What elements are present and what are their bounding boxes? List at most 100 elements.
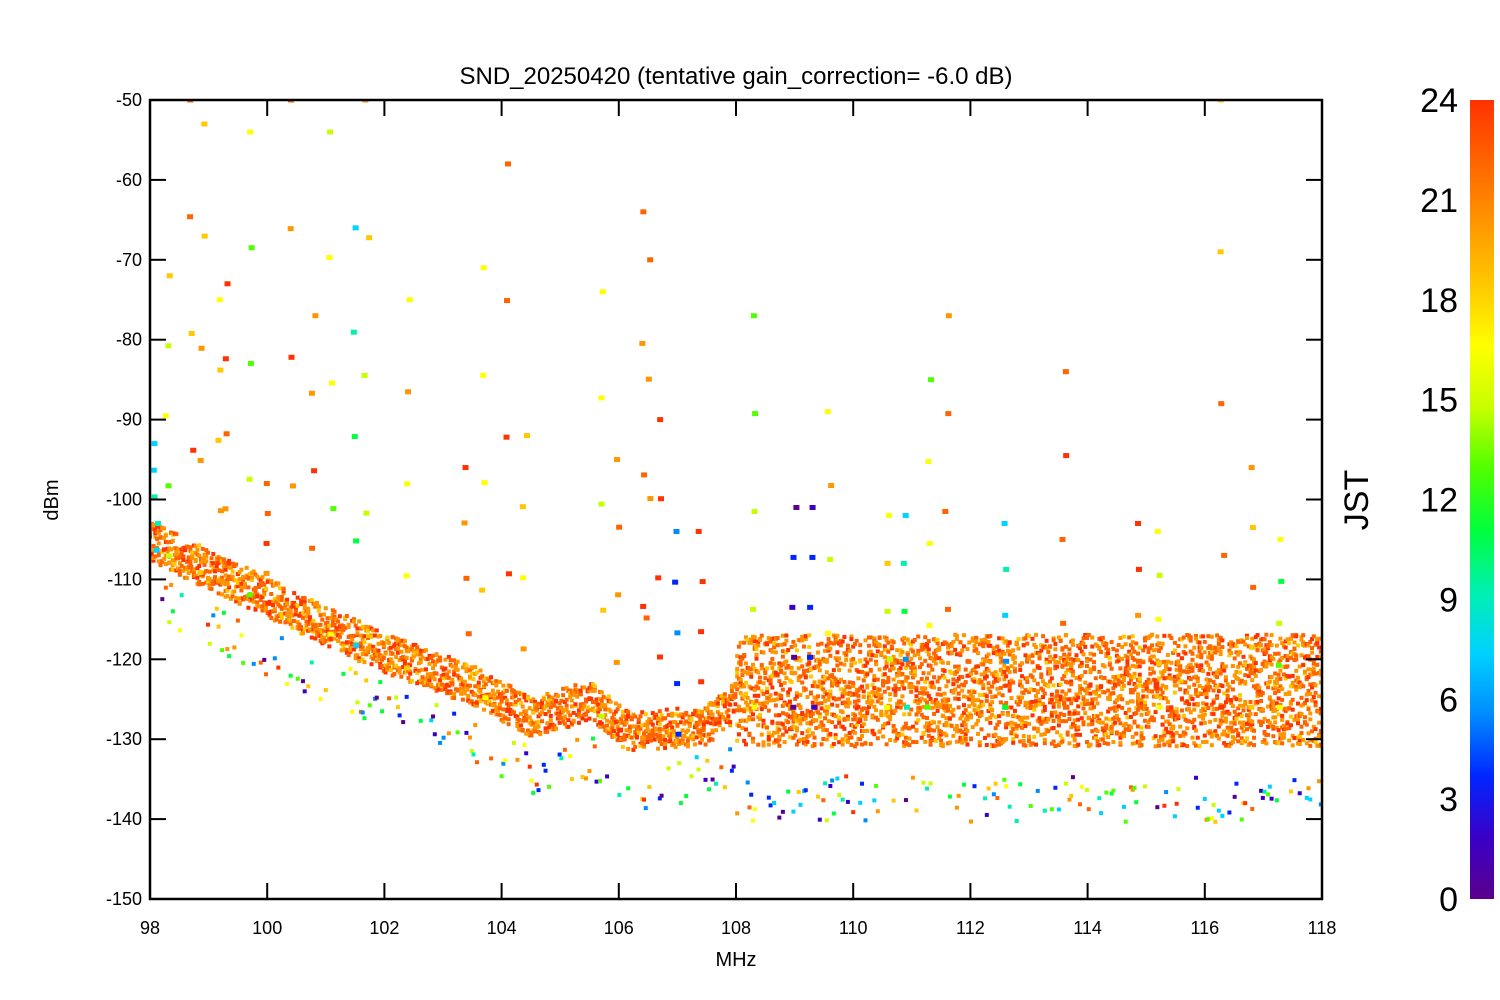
noise-floor-point [290,625,295,630]
noise-floor-point [724,710,729,715]
noise-floor-point [1109,640,1114,645]
noise-floor-point [787,687,792,692]
noise-floor-point [761,718,766,723]
noise-floor-point [176,552,181,557]
noise-floor-point [1046,684,1051,689]
noise-floor-point [650,733,655,738]
noise-floor-point [1318,802,1322,807]
peak-point [327,631,334,637]
noise-floor-point [831,668,836,673]
noise-floor-point [415,652,420,657]
noise-floor-point [729,768,734,773]
noise-floor-point [793,712,798,717]
noise-floor-point [1104,790,1109,795]
noise-floor-point [972,666,977,671]
noise-floor-point [1113,700,1118,705]
noise-floor-point [1039,648,1044,653]
peak-point [308,390,315,396]
noise-floor-point [1042,704,1047,709]
noise-floor-point [898,666,903,671]
noise-floor-point [979,712,984,717]
noise-floor-point [1290,673,1295,678]
noise-floor-point [954,724,959,729]
noise-floor-point [1227,744,1232,749]
noise-floor-point [582,704,587,709]
noise-floor-point [1206,671,1211,676]
noise-floor-point [954,669,959,674]
noise-floor-point [339,630,344,635]
noise-floor-point [234,599,239,604]
peak-point [465,631,472,637]
noise-floor-point [239,588,244,593]
noise-floor-point [1081,636,1086,641]
noise-floor-point [875,677,880,682]
noise-floor-point [1278,684,1283,689]
noise-floor-point [840,639,845,644]
noise-floor-point [281,591,286,596]
noise-floor-point [949,642,954,647]
noise-floor-point [1183,651,1188,656]
noise-floor-point [921,690,926,695]
noise-floor-point [652,737,657,742]
noise-floor-point [742,640,747,645]
noise-floor-point [1181,635,1186,640]
noise-floor-point [531,697,536,702]
noise-floor-point [847,668,852,673]
noise-floor-point [953,647,958,652]
noise-floor-point [383,651,388,656]
noise-floor-point [961,694,966,699]
noise-floor-point [1230,679,1235,684]
noise-floor-point [170,567,175,572]
noise-floor-point [842,679,847,684]
noise-floor-point [151,543,156,548]
noise-floor-point [844,733,849,738]
noise-floor-point [302,596,307,601]
noise-floor-point [801,644,806,649]
noise-floor-point [1171,732,1176,737]
noise-floor-point [269,615,274,620]
noise-floor-point [1044,638,1049,643]
noise-floor-point [1197,649,1202,654]
noise-floor-point [531,710,536,715]
noise-floor-point [816,701,821,706]
noise-floor-point [373,633,378,638]
noise-floor-point [956,696,961,701]
noise-floor-point [641,742,646,747]
noise-floor-point [337,614,342,619]
noise-floor-point [1243,681,1248,686]
noise-floor-point [1135,692,1140,697]
noise-floor-point [181,555,186,560]
noise-floor-point [1055,693,1060,698]
noise-floor-point [431,675,436,680]
noise-floor-point [1016,702,1021,707]
noise-floor-point [177,555,182,560]
noise-floor-point [213,569,218,574]
noise-floor-point [944,716,949,721]
noise-floor-point [976,664,981,669]
noise-floor-point [1318,711,1322,716]
noise-floor-point [775,636,780,641]
noise-floor-point [513,702,518,707]
noise-floor-point [1167,673,1172,678]
noise-floor-point [1004,725,1009,730]
noise-floor-point [1199,652,1204,657]
noise-floor-point [473,693,478,698]
noise-floor-point [1271,699,1276,704]
noise-floor-point [1067,797,1072,802]
noise-floor-point [742,709,747,714]
noise-floor-point [1146,710,1151,715]
noise-floor-point [1030,741,1035,746]
noise-floor-point [1230,729,1235,734]
noise-floor-point [1253,685,1258,690]
noise-floor-point [1164,726,1169,731]
noise-floor-point [295,676,300,681]
noise-floor-point [1081,706,1086,711]
noise-floor-point [1299,724,1304,729]
noise-floor-point [823,716,828,721]
noise-floor-point [991,651,996,656]
noise-floor-point [1181,742,1186,747]
noise-floor-point [800,664,805,669]
noise-floor-point [1208,644,1213,649]
noise-floor-point [863,657,868,662]
noise-floor-point [1041,719,1046,724]
